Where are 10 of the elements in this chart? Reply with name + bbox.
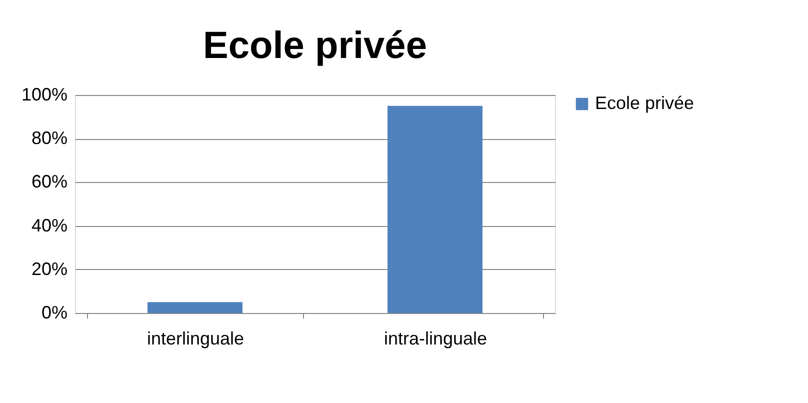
- x-tick-label: intra-linguale: [384, 328, 488, 348]
- y-tick-label: 0%: [41, 302, 68, 322]
- y-tick-label: 80%: [31, 128, 68, 148]
- y-tick-label: 40%: [31, 215, 68, 236]
- x-tick-label: interlinguale: [146, 328, 244, 348]
- y-tick-label: 20%: [31, 258, 68, 279]
- y-tick-label: 100%: [21, 84, 68, 104]
- chart-title: Ecole privée: [203, 25, 427, 67]
- legend-label: Ecole privée: [595, 93, 694, 113]
- y-tick-label: 60%: [31, 172, 68, 192]
